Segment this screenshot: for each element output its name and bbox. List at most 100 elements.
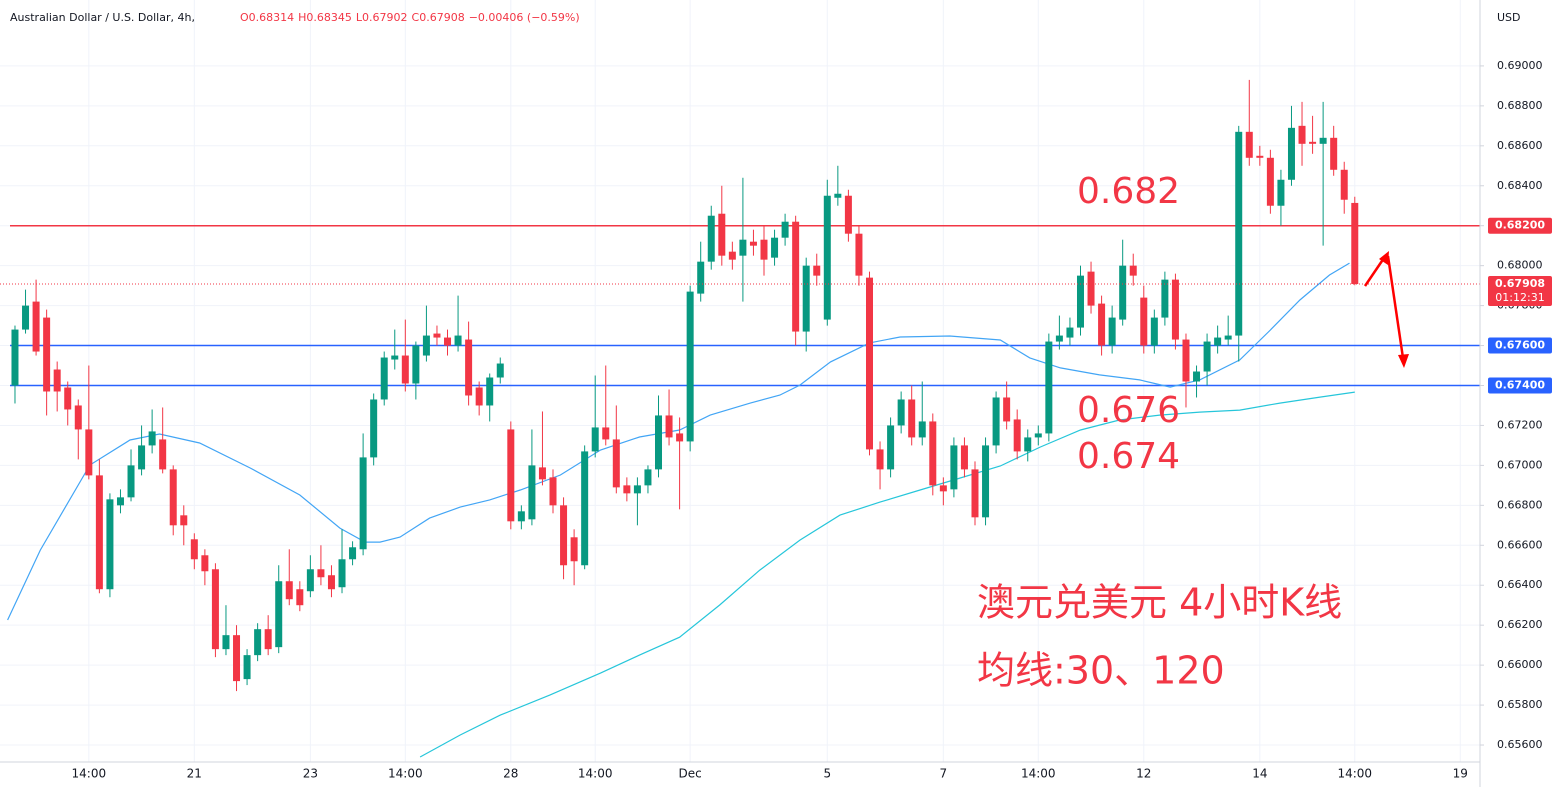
candle-body	[1098, 303, 1106, 346]
candle-body	[844, 195, 852, 234]
candle-body	[633, 485, 641, 494]
arrow-down	[1386, 255, 1405, 359]
y-tick-label: 0.66200	[1497, 618, 1543, 631]
level-tag	[1488, 337, 1552, 354]
candle-body	[813, 265, 821, 276]
candle-body	[655, 415, 663, 470]
candle-body	[465, 339, 473, 396]
ohlc-value: O0.68314	[240, 11, 294, 24]
candle-body	[1245, 131, 1253, 158]
candle-body	[918, 421, 926, 438]
x-tick-label: 14	[1252, 767, 1267, 781]
candle-body	[1287, 127, 1295, 180]
candle-body	[1351, 202, 1359, 285]
x-tick-label: 14:00	[388, 767, 423, 781]
y-tick-label: 0.66800	[1497, 498, 1543, 511]
ohlc-value: L0.67902	[356, 11, 408, 24]
candle-body	[507, 429, 515, 522]
candle-body	[1066, 327, 1074, 338]
candle-body	[1193, 371, 1201, 382]
candle-body	[444, 337, 452, 346]
candle-body	[306, 569, 314, 592]
x-tick-label: 14:00	[72, 767, 107, 781]
candle-body	[612, 439, 620, 488]
candle-body	[749, 241, 757, 246]
moving-average	[7, 262, 1350, 621]
arrow-up	[1363, 257, 1386, 287]
candle-body	[887, 425, 895, 470]
candle-body	[570, 537, 578, 562]
candle-body	[1150, 317, 1158, 346]
candle-body	[549, 477, 557, 506]
candle-body	[327, 575, 335, 590]
candle-body	[728, 251, 736, 260]
candle-body	[1319, 137, 1327, 144]
candle-body	[317, 569, 325, 578]
x-tick-label: 12	[1136, 767, 1151, 781]
candle-body	[1277, 179, 1285, 206]
candle-body	[116, 497, 124, 506]
candle-body	[138, 445, 146, 470]
candle-body	[929, 421, 937, 486]
candle-body	[950, 445, 958, 490]
candle-body	[254, 629, 262, 656]
annotation: 0.676	[1077, 390, 1180, 431]
candle-body	[486, 377, 494, 406]
x-tick-label: 23	[303, 767, 318, 781]
candle-body	[792, 221, 800, 332]
candle-body	[1171, 279, 1179, 340]
ohlc-value: C0.67908	[412, 11, 465, 24]
currency: USD	[1497, 11, 1521, 24]
level-label: 0.67600	[1495, 339, 1545, 352]
candle-body	[591, 427, 599, 452]
candle-body	[74, 405, 82, 430]
annotation: 0.674	[1077, 436, 1180, 477]
grid	[0, 0, 1480, 762]
x-tick-label: 19	[1453, 767, 1468, 781]
candle-body	[201, 555, 209, 572]
candle-body	[560, 505, 568, 566]
candle-body	[1309, 141, 1317, 144]
candle-body	[971, 469, 979, 518]
caption: 澳元兑美元 4小时K线	[977, 581, 1342, 625]
candle-body	[982, 445, 990, 518]
candle-body	[159, 439, 167, 470]
arrowhead	[1379, 251, 1389, 265]
candle-body	[454, 335, 462, 346]
candle-body	[1076, 275, 1084, 328]
candle-body	[391, 355, 399, 360]
candle-body	[1298, 125, 1306, 144]
candle-body	[802, 265, 810, 332]
candle-body	[855, 233, 863, 276]
candle-body	[1003, 397, 1011, 422]
last-price-tag	[1488, 276, 1552, 307]
candle-body	[85, 429, 93, 476]
candle-body	[538, 467, 546, 480]
candle-body	[148, 431, 156, 446]
candle-body	[908, 399, 916, 438]
candle-body	[1235, 131, 1243, 336]
candle-body	[64, 387, 72, 410]
candle-body	[475, 387, 483, 406]
y-tick-label: 0.65800	[1497, 698, 1543, 711]
candle-body	[433, 333, 441, 338]
candle-body	[43, 317, 51, 392]
caption: 均线:30、120	[977, 649, 1225, 693]
level-label: 0.67400	[1495, 378, 1545, 391]
x-tick-label: 14:00	[578, 767, 613, 781]
candle-body	[644, 469, 652, 486]
x-tick-label: 5	[823, 767, 831, 781]
candle-body	[1108, 317, 1116, 346]
x-tick-label: 14:00	[1337, 767, 1372, 781]
candle-body	[1129, 265, 1137, 276]
candle-body	[380, 357, 388, 400]
moving-average	[419, 391, 1355, 758]
candle-body	[1055, 335, 1063, 342]
candle-body	[422, 335, 430, 356]
symbol-title: Australian Dollar / U.S. Dollar, 4h,	[10, 11, 195, 24]
x-tick-label: 14:00	[1021, 767, 1056, 781]
candle-body	[676, 433, 684, 442]
candle-body	[834, 193, 842, 198]
candle-body	[1266, 157, 1274, 206]
